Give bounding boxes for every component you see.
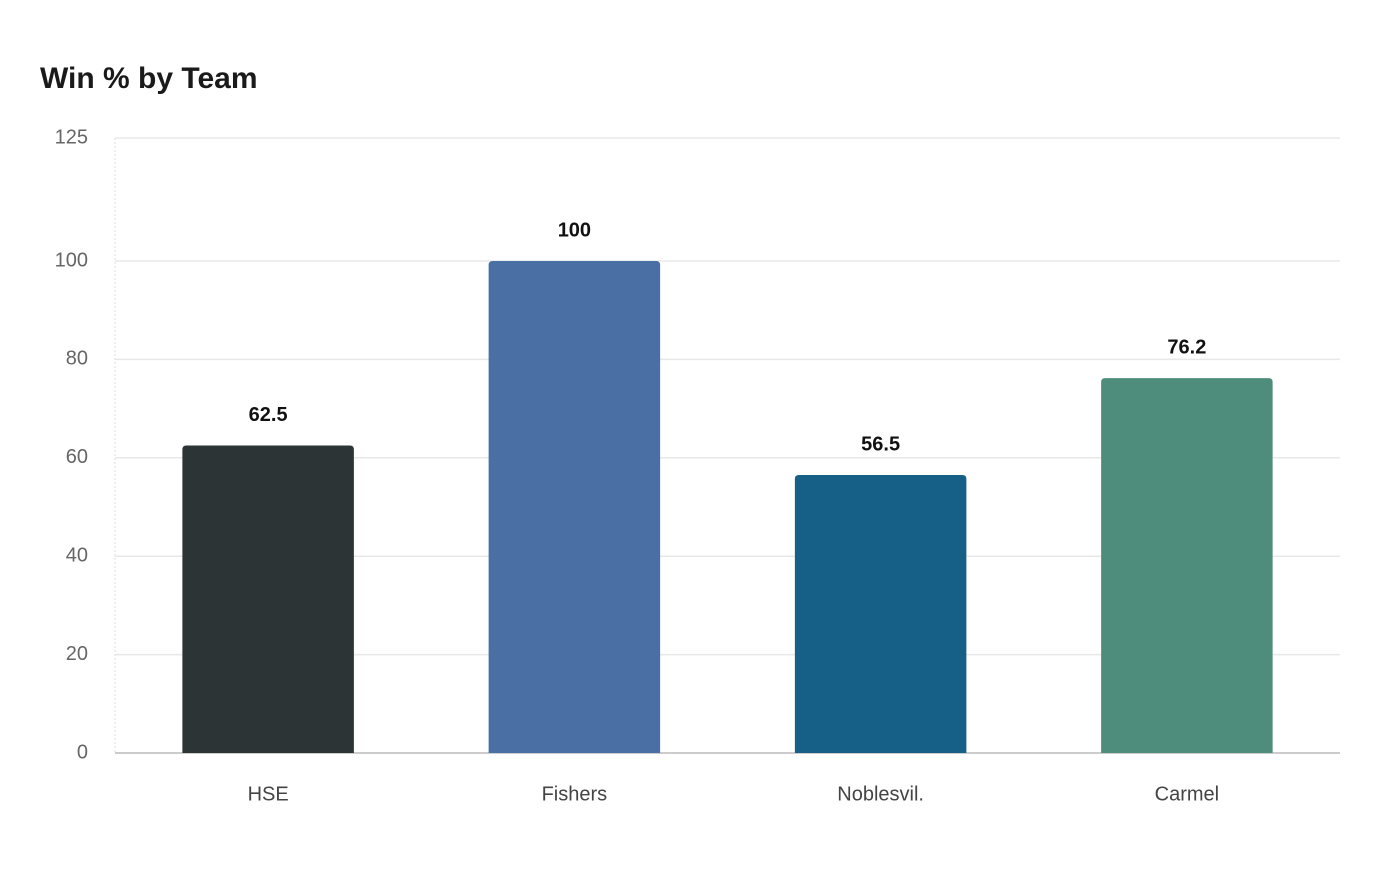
bar (794, 475, 967, 753)
y-tick-label: 100 (55, 249, 88, 271)
bar (1101, 378, 1273, 753)
y-tick-label: 80 (66, 348, 88, 370)
value-label: 62.5 (249, 404, 288, 426)
value-label: 56.5 (861, 433, 900, 455)
x-tick-label: HSE (248, 783, 289, 805)
x-tick-label: Fishers (542, 783, 608, 805)
y-tick-label: 60 (66, 446, 88, 468)
y-tick-label: 40 (66, 544, 88, 566)
value-label: 100 (558, 219, 591, 241)
chart-title: Win % by Team (40, 62, 258, 95)
x-tick-label: Noblesvil. (837, 783, 924, 805)
bar (488, 261, 661, 753)
value-label: 76.2 (1167, 336, 1206, 358)
x-tick-label: Carmel (1155, 783, 1219, 805)
y-tick-label: 0 (77, 741, 88, 763)
y-tick-label: 125 (55, 126, 88, 148)
y-tick-label: 20 (66, 643, 88, 665)
bar (182, 445, 354, 753)
